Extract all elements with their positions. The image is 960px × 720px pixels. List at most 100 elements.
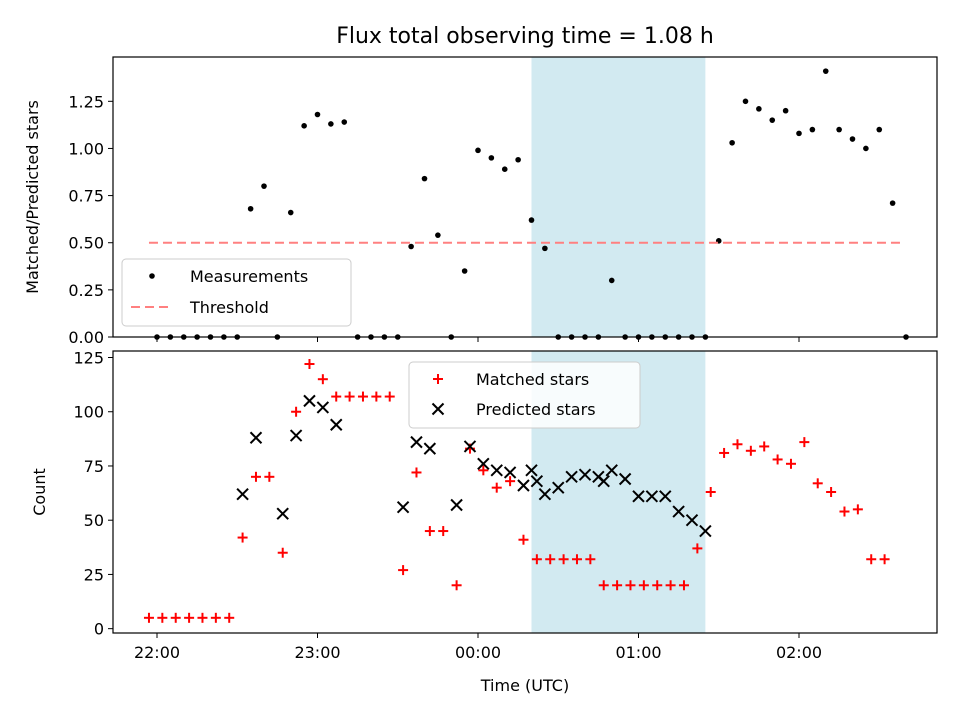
predicted-mark-b: [659, 490, 672, 503]
matched-point: [785, 458, 796, 469]
predicted-mark-b: [477, 457, 490, 471]
matched-point: [250, 471, 261, 482]
predicted-mark-b: [605, 464, 618, 477]
predicted-point: [477, 457, 490, 471]
predicted-point: [592, 470, 605, 484]
predicted-mark-b: [699, 524, 712, 538]
matched-point: [398, 565, 409, 576]
highlight-band: [531, 57, 706, 337]
matched-point: [291, 406, 302, 417]
measurement-point: [729, 139, 735, 146]
measurement-point: [889, 200, 896, 206]
matched-point: [598, 580, 609, 591]
matched-point: [692, 543, 703, 554]
y-tick-label: 0.50: [68, 234, 104, 253]
legend-box: [121, 258, 352, 327]
top-panel: 0.00 0.25 0.50 0.75 1.00 1.25 Matched/Predicte…: [23, 56, 938, 347]
x-tick-label: 23:00: [294, 643, 340, 662]
predicted-mark-b: [517, 479, 530, 492]
matched-point: [612, 580, 623, 591]
matched-point: [745, 445, 756, 456]
measurement-point: [756, 106, 762, 112]
measurement-point: [876, 126, 883, 133]
legend: Measurements Threshold: [121, 258, 352, 327]
measurement-point: [261, 183, 267, 189]
matched-point: [772, 454, 783, 465]
matched-point: [451, 580, 462, 591]
predicted-mark-b: [503, 466, 517, 479]
predicted-mark-b: [396, 500, 410, 514]
predicted-point: [503, 466, 517, 479]
predicted-mark-b: [423, 442, 437, 455]
measurement-point: [822, 68, 829, 74]
predicted-point: [605, 464, 618, 477]
predicted-point: [538, 487, 552, 501]
predicted-point: [450, 498, 463, 512]
predicted-mark-b: [538, 487, 552, 501]
matched-point: [705, 487, 716, 497]
predicted-mark-b: [672, 505, 685, 518]
y-axis-label: Matched/Predicted stars: [23, 100, 42, 294]
predicted-point: [530, 474, 544, 488]
measurement-point: [435, 232, 441, 238]
measurement-point: [608, 277, 615, 284]
matched-point: [732, 439, 743, 450]
predicted-point: [632, 490, 645, 503]
predicted-mark-b: [685, 513, 699, 527]
matched-point: [879, 554, 890, 565]
matched-point: [210, 612, 221, 623]
y-tick-label: 1.25: [68, 92, 104, 111]
matched-point: [531, 554, 542, 565]
y-tick-label: 0: [94, 620, 104, 639]
y-tick-label: 100: [73, 403, 104, 422]
matched-point: [839, 506, 850, 517]
matched-point: [331, 391, 342, 402]
matched-point: [344, 391, 355, 402]
measurement-point: [408, 243, 414, 250]
matched-point: [384, 391, 395, 402]
predicted-point: [410, 435, 423, 449]
predicted-mark-b: [410, 435, 423, 449]
matched-point: [852, 504, 863, 515]
measurement-point: [836, 126, 842, 133]
matched-point: [371, 391, 382, 402]
matched-point: [478, 465, 489, 476]
measurement-point: [515, 156, 521, 163]
measurement-point: [769, 117, 776, 123]
measurement-point: [863, 145, 869, 152]
measurement-point: [796, 130, 802, 137]
matched-point: [558, 554, 569, 565]
y-tick-label: 0.75: [68, 187, 104, 206]
x-tick-label: 00:00: [455, 643, 501, 662]
predicted-mark-b: [289, 429, 303, 442]
measurement-point: [809, 126, 816, 133]
measurement-point: [742, 98, 749, 105]
predicted-point: [490, 464, 503, 477]
matched-point: [197, 612, 208, 623]
x-tick-label: 02:00: [776, 643, 822, 662]
matched-point: [678, 580, 689, 591]
matched-point: [866, 554, 877, 565]
predicted-point: [276, 507, 289, 520]
matched-point: [625, 580, 636, 591]
axes-frame: [112, 350, 938, 634]
chart-title: Flux total observing time = 1.08 h: [336, 24, 714, 49]
y-tick-label: 125: [73, 349, 104, 368]
predicted-point: [672, 505, 685, 518]
measurement-point: [421, 175, 428, 182]
matched-point: [638, 580, 649, 591]
predicted-point: [552, 481, 565, 494]
predicted-point: [396, 500, 410, 514]
series-predicted-stars: [236, 394, 712, 538]
predicted-mark-b: [565, 470, 578, 484]
measurement-point: [247, 205, 254, 212]
legend: Matched stars Predicted stars: [408, 361, 641, 429]
predicted-point: [659, 490, 672, 503]
matched-point: [438, 526, 449, 537]
predicted-point: [303, 394, 316, 408]
matched-point: [304, 359, 315, 370]
predicted-point: [685, 513, 699, 527]
legend-marker-predicted-b: [431, 402, 445, 416]
predicted-mark-b: [632, 490, 645, 503]
measurement-point: [488, 155, 495, 161]
